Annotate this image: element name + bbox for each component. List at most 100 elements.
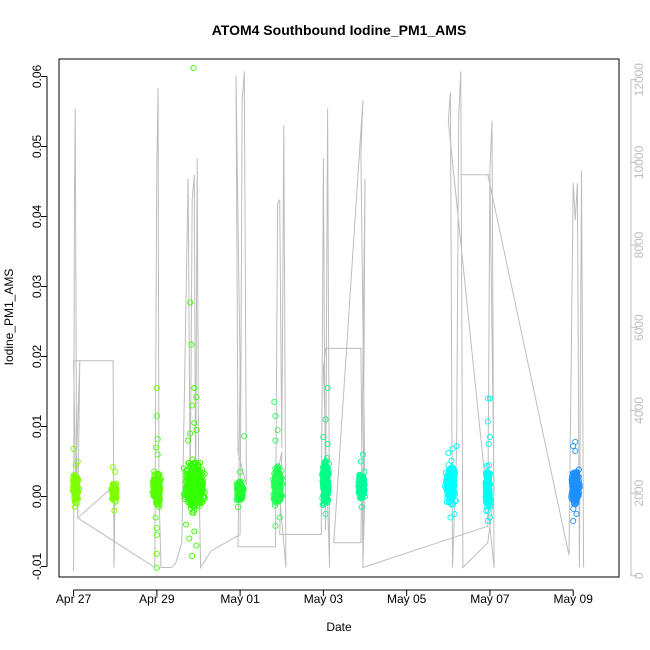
data-point	[192, 471, 199, 478]
series-0	[69, 445, 83, 511]
data-point	[191, 502, 198, 509]
data-point	[185, 459, 192, 467]
data-point	[187, 430, 194, 437]
y2-tick-label-4: 8000	[632, 231, 646, 258]
data-point	[357, 458, 364, 465]
data-point	[324, 455, 331, 462]
data-point	[112, 468, 119, 476]
data-point	[186, 535, 193, 542]
data-point	[185, 478, 192, 485]
data-point	[322, 489, 329, 496]
data-point	[188, 481, 196, 488]
data-point	[110, 492, 117, 499]
data-point	[272, 412, 279, 420]
data-point	[193, 394, 200, 401]
data-point	[272, 522, 279, 529]
data-point	[189, 402, 196, 409]
y-tick-label-6: 0.05	[30, 134, 44, 158]
y2-tick-label-6: 12000	[632, 63, 646, 97]
y2-tick-label-0: 0	[632, 572, 646, 579]
data-point	[153, 550, 160, 557]
series-2	[149, 384, 164, 571]
data-point	[485, 491, 492, 498]
data-point	[187, 471, 194, 478]
data-point	[572, 447, 579, 455]
y-tick-label-7: 0.06	[30, 64, 44, 88]
data-point	[111, 484, 119, 491]
y-tick-label-0: -0.01	[30, 553, 44, 581]
data-point	[570, 443, 577, 450]
x-tick-label-5: May 07	[470, 592, 510, 606]
data-point	[573, 510, 580, 518]
x-tick-label-4: May 05	[387, 592, 427, 606]
data-point	[274, 426, 281, 434]
data-point	[448, 465, 455, 472]
data-point	[324, 499, 331, 506]
data-point	[570, 517, 577, 525]
data-point	[359, 451, 366, 458]
data-point	[187, 498, 194, 505]
data-point	[277, 472, 284, 479]
series-3	[180, 65, 208, 560]
data-point	[154, 476, 161, 483]
data-point	[185, 437, 192, 444]
data-point	[236, 490, 243, 497]
data-point	[486, 395, 493, 402]
y2-tick-label-1: 2000	[632, 479, 646, 506]
data-point	[194, 478, 201, 485]
data-point	[111, 507, 118, 514]
data-point	[452, 470, 459, 477]
data-point	[182, 521, 190, 528]
data-point	[451, 491, 459, 498]
data-point	[321, 486, 329, 493]
data-point	[70, 472, 77, 479]
axes: Apr 27 Apr 29 May 01 May 03 May 05 May 07 May …	[30, 63, 646, 606]
data-point	[485, 440, 492, 448]
data-point	[154, 436, 161, 443]
data-point	[153, 412, 160, 420]
y-axis-label: Iodine_PM1_AMS	[2, 269, 16, 366]
data-point	[194, 486, 201, 493]
secondary-series	[73, 71, 585, 572]
data-point	[154, 451, 161, 458]
data-point	[451, 482, 458, 489]
data-point	[189, 509, 196, 516]
y2-tick-label-3: 6000	[632, 314, 646, 341]
series-6	[319, 384, 332, 518]
x-tick-label-1: Apr 29	[139, 592, 175, 606]
data-point	[152, 514, 159, 521]
y-tick-label-4: 0.03	[30, 274, 44, 298]
data-point	[190, 65, 197, 72]
data-point	[485, 497, 492, 504]
x-axis-label: Date	[326, 620, 352, 634]
scatter-points	[69, 65, 583, 571]
data-point	[153, 524, 160, 532]
data-point	[183, 466, 190, 473]
series-4	[233, 433, 248, 511]
data-point	[153, 531, 160, 539]
data-point	[445, 450, 452, 457]
data-point	[273, 479, 280, 487]
secondary-series-line	[73, 71, 585, 572]
data-point	[448, 457, 455, 464]
x-tick-label-2: May 01	[220, 592, 260, 606]
y-tick-label-5: 0.04	[30, 204, 44, 228]
data-point	[485, 471, 492, 478]
data-point	[273, 491, 280, 498]
data-point	[485, 473, 492, 480]
data-point	[237, 468, 244, 476]
data-point	[571, 483, 578, 490]
data-point	[188, 341, 195, 348]
data-point	[274, 463, 281, 470]
series-5	[270, 398, 286, 529]
data-point	[271, 398, 278, 406]
data-point	[444, 480, 451, 487]
data-point	[156, 492, 163, 499]
data-point	[180, 465, 187, 472]
y-tick-label-3: 0.02	[30, 344, 44, 368]
data-point	[70, 445, 77, 452]
x-tick-label-3: May 03	[304, 592, 344, 606]
series-9	[441, 443, 460, 521]
